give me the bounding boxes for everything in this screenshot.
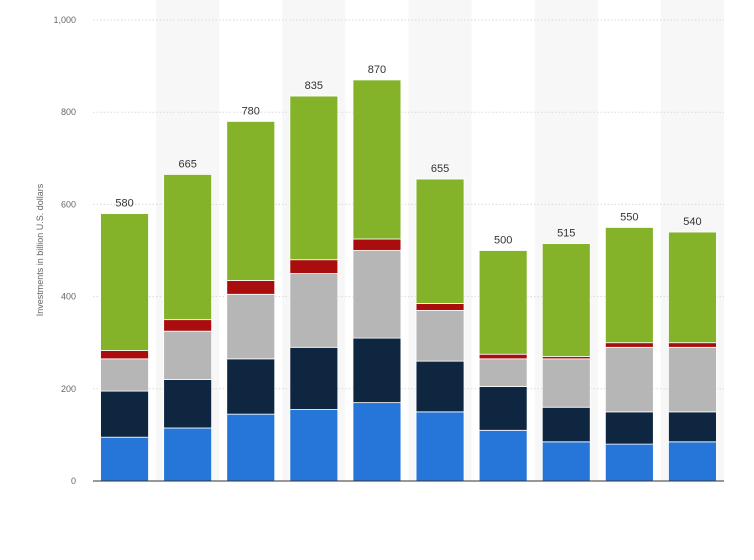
bar-segment [352,402,402,482]
bar-segment [415,360,465,413]
total-label: 835 [305,80,323,92]
total-label: 500 [494,235,512,247]
bar-segment [289,346,339,410]
bar-segment [415,310,465,362]
bar-segment [604,411,654,445]
total-label: 540 [683,216,701,228]
bar-segment [668,441,717,482]
total-label: 665 [178,158,196,170]
bar-segment [415,411,465,482]
y-tick-label: 600 [61,199,76,209]
bar-segment [289,95,339,261]
bar-segment [604,342,654,348]
bar-segment [478,250,528,355]
bar-segment [226,121,276,281]
bar-segment [415,303,465,311]
bar-segment [352,79,402,240]
total-label: 780 [242,105,260,117]
y-tick-label: 1,000 [53,15,76,25]
bar-segment [163,174,213,321]
bar-segment [352,238,402,251]
total-label: 870 [368,64,386,76]
bar-segment [163,427,213,482]
bar-segment [541,243,591,357]
bar-segment [289,259,339,274]
bar-segment [100,358,149,392]
bar-segment [668,342,717,348]
bar-segment [289,409,339,482]
bar-segment [668,231,717,344]
y-tick-label: 800 [61,107,76,117]
bar-segment [668,411,717,443]
bar-segment [478,429,528,482]
bar-segment [163,330,213,380]
bar-segment [478,386,528,431]
bar-segment [100,390,149,438]
bar-segment [163,319,213,332]
bar-segment [668,346,717,413]
bar-segment [352,250,402,339]
bar-segment [226,293,276,360]
bar-segment [100,436,149,482]
total-label: 515 [557,228,575,240]
bar-segment [604,227,654,344]
total-label: 655 [431,163,449,175]
bar-segment [163,379,213,429]
y-axis-label: Investments in billion U.S. dollars [35,183,45,316]
y-tick-label: 0 [71,476,76,486]
bar-segment [415,178,465,304]
bar-segment [226,280,276,295]
total-label: 550 [620,211,638,223]
bar-segment [352,337,402,404]
bar-segment [604,346,654,413]
bar-segment [226,413,276,482]
bar-segment [478,358,528,387]
bar-segment [541,406,591,443]
bar-segment [541,441,591,482]
bar-segment [100,350,149,360]
total-label: 580 [115,198,133,210]
bar-segment [289,273,339,348]
bar-segment [478,353,528,360]
y-tick-label: 200 [61,384,76,394]
bar-segment [100,213,149,351]
bar-segment [541,358,591,408]
y-tick-label: 400 [61,292,76,302]
bar-segment [226,358,276,415]
bar-segment [604,443,654,482]
